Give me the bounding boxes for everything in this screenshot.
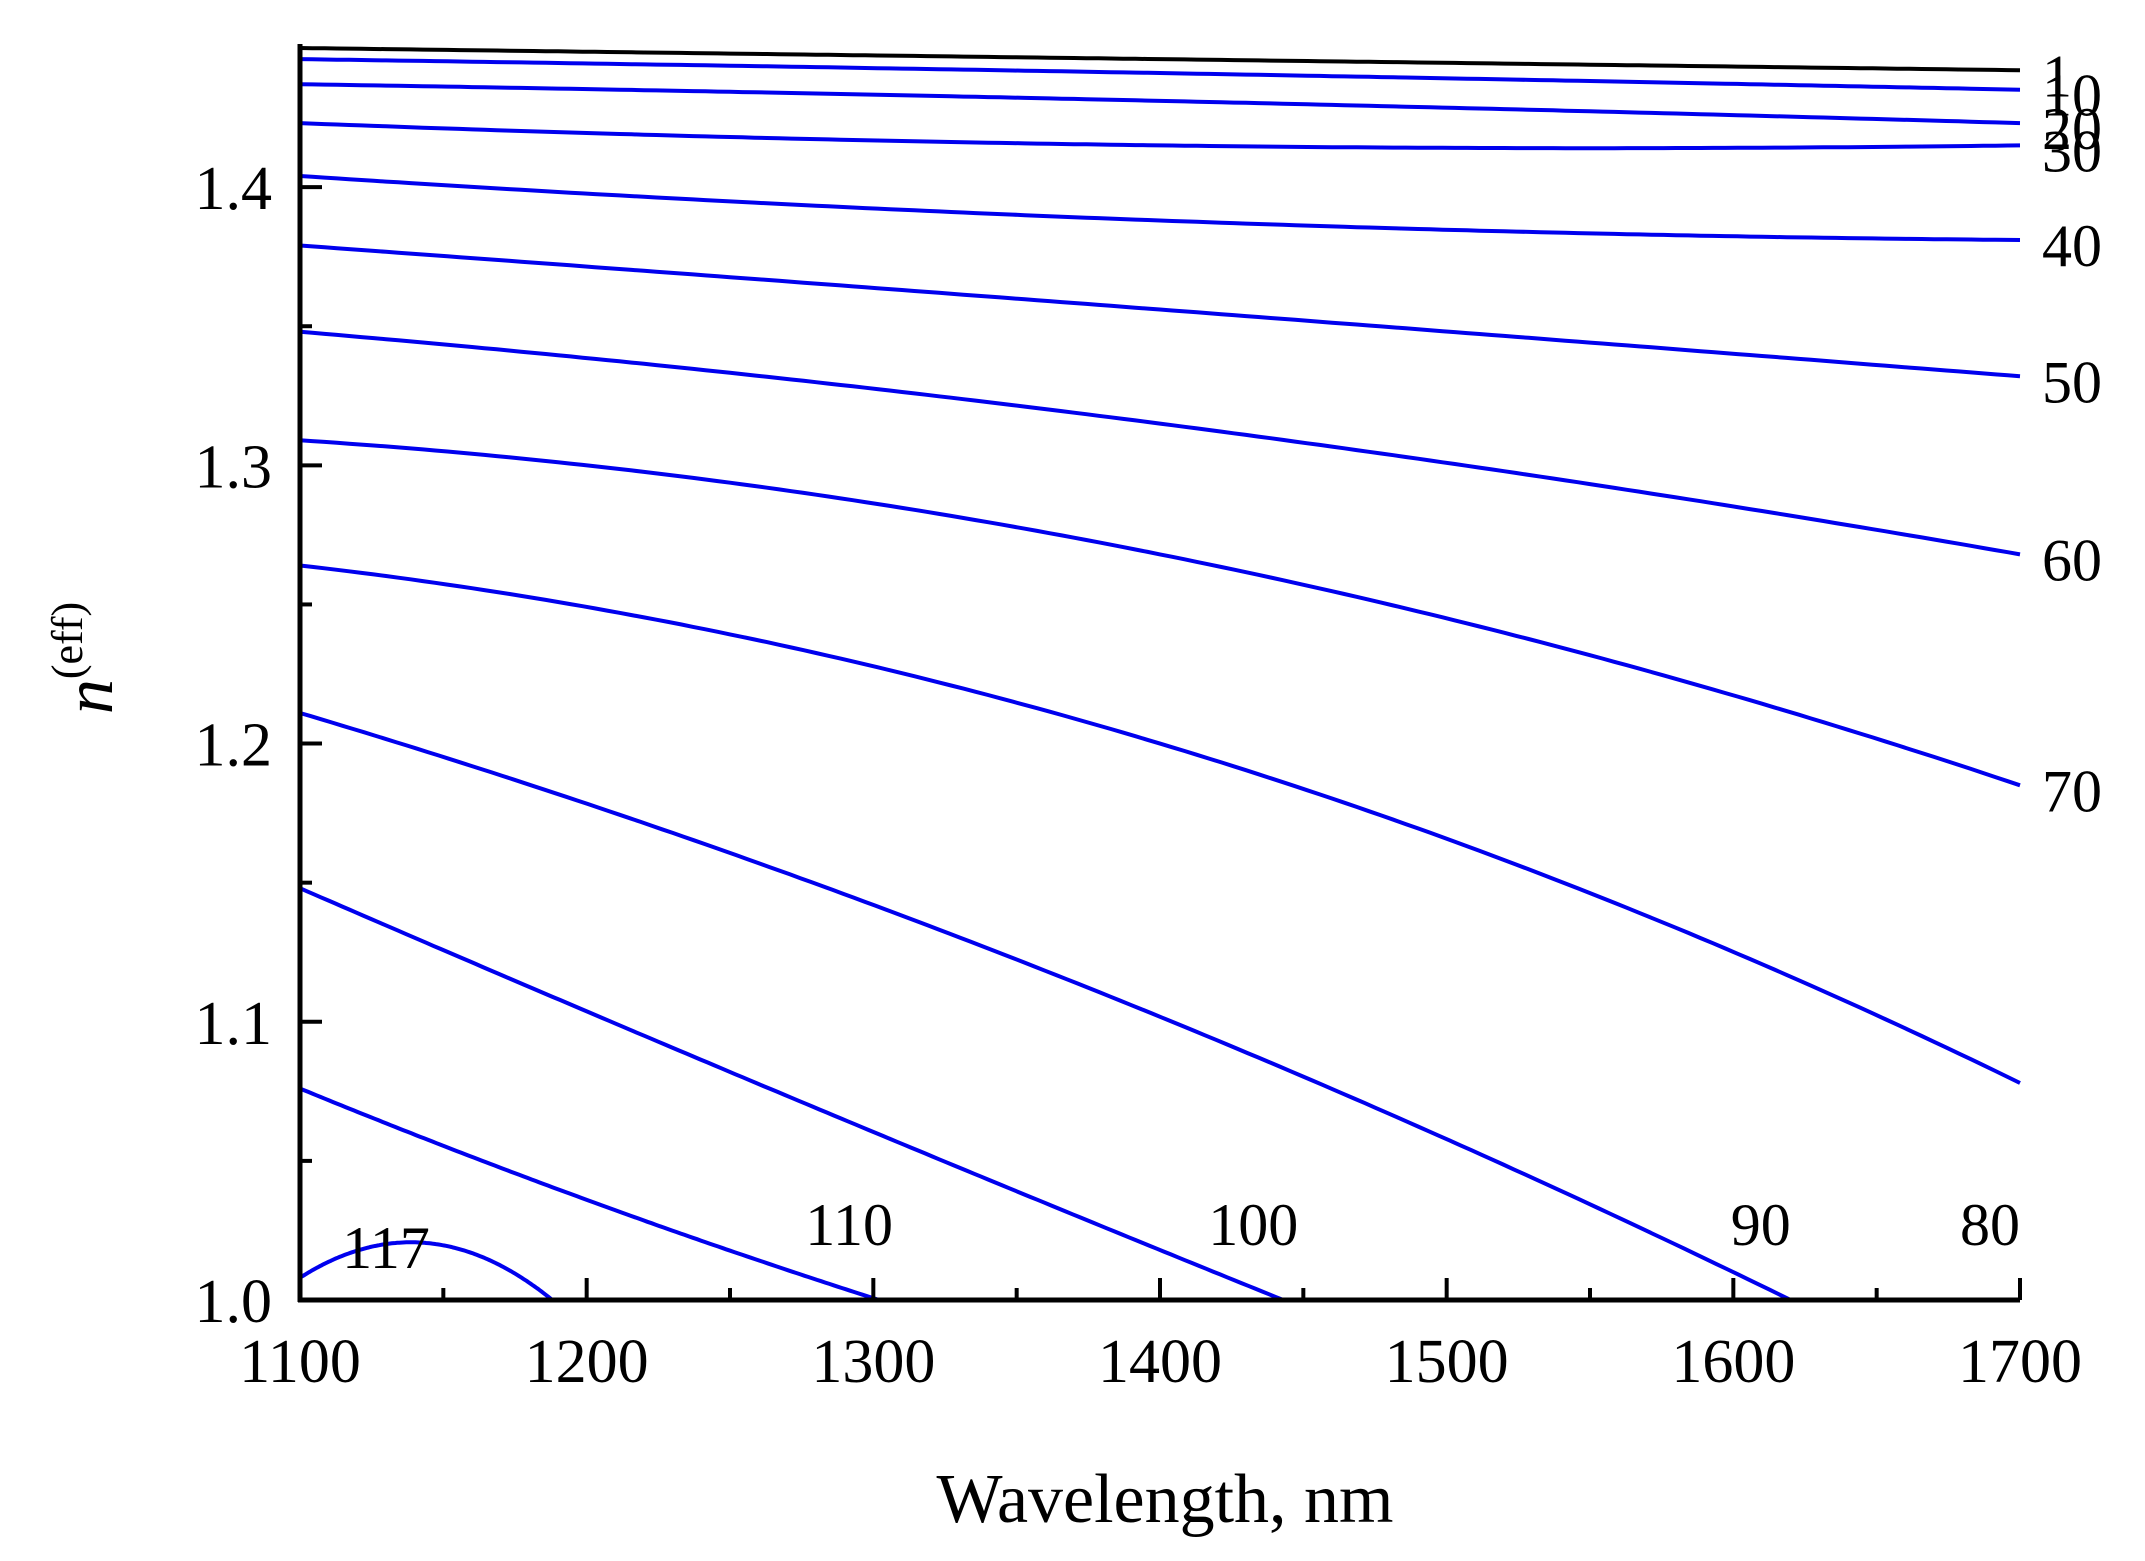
series-line-90 [299,711,1792,1302]
series-label-30: 30 [2042,118,2102,184]
y-axis-title-base: n [51,679,128,714]
y-axis-title-superscript: (eff) [43,602,92,679]
curves [298,46,2021,1302]
y-tick-label: 1.4 [195,155,273,223]
y-tick-label: 1.3 [195,433,273,501]
y-tick-label: 1.0 [195,1268,273,1336]
series-label-10: 10 [2042,63,2102,129]
x-tick-label: 1200 [525,1328,649,1396]
series-line-30 [299,121,2021,151]
series-label-1: 1 [2042,43,2072,109]
series-line-60 [299,329,2021,557]
series-label-90: 90 [1731,1192,1791,1258]
series-label-40: 40 [2042,213,2102,279]
series-label-100: 100 [1208,1192,1298,1258]
y-axis-title: n(eff) [43,602,128,714]
series-line-10 [299,57,2021,92]
series-line-20 [299,82,2021,126]
x-axis-title: Wavelength, nm [936,1461,1393,1538]
x-tick-label: 1300 [811,1328,935,1396]
y-tick-label: 1.1 [195,990,273,1058]
axes [297,44,2020,1303]
y-tick-label: 1.2 [195,712,273,780]
series-label-110: 110 [805,1192,893,1258]
series-line-100 [299,886,1285,1302]
x-tick-label: 1400 [1098,1328,1222,1396]
series-line-40 [299,174,2021,242]
series-label-60: 60 [2042,527,2102,593]
series-line-50 [299,243,2021,379]
y-ticks: 1.0 1.1 1.2 1.3 1.4 [195,155,322,1336]
x-tick-label: 1500 [1385,1328,1509,1396]
series-label-20: 20 [2042,96,2102,162]
series-label-50: 50 [2042,349,2102,415]
series-line-80 [299,563,2021,1085]
series-line-117 [298,1240,554,1302]
series-label-80: 80 [1960,1192,2020,1258]
x-tick-label: 1700 [1958,1328,2082,1396]
x-tick-label: 1600 [1671,1328,1795,1396]
x-tick-label: 1100 [239,1328,361,1396]
series-line-110 [299,1086,880,1302]
series-label-70: 70 [2042,758,2102,824]
series-label-117: 117 [342,1215,430,1281]
series-line-70 [299,438,2021,788]
x-ticks: 1100 1200 1300 1400 1500 1600 1700 [239,1278,2082,1396]
series-line-1 [299,46,2021,73]
